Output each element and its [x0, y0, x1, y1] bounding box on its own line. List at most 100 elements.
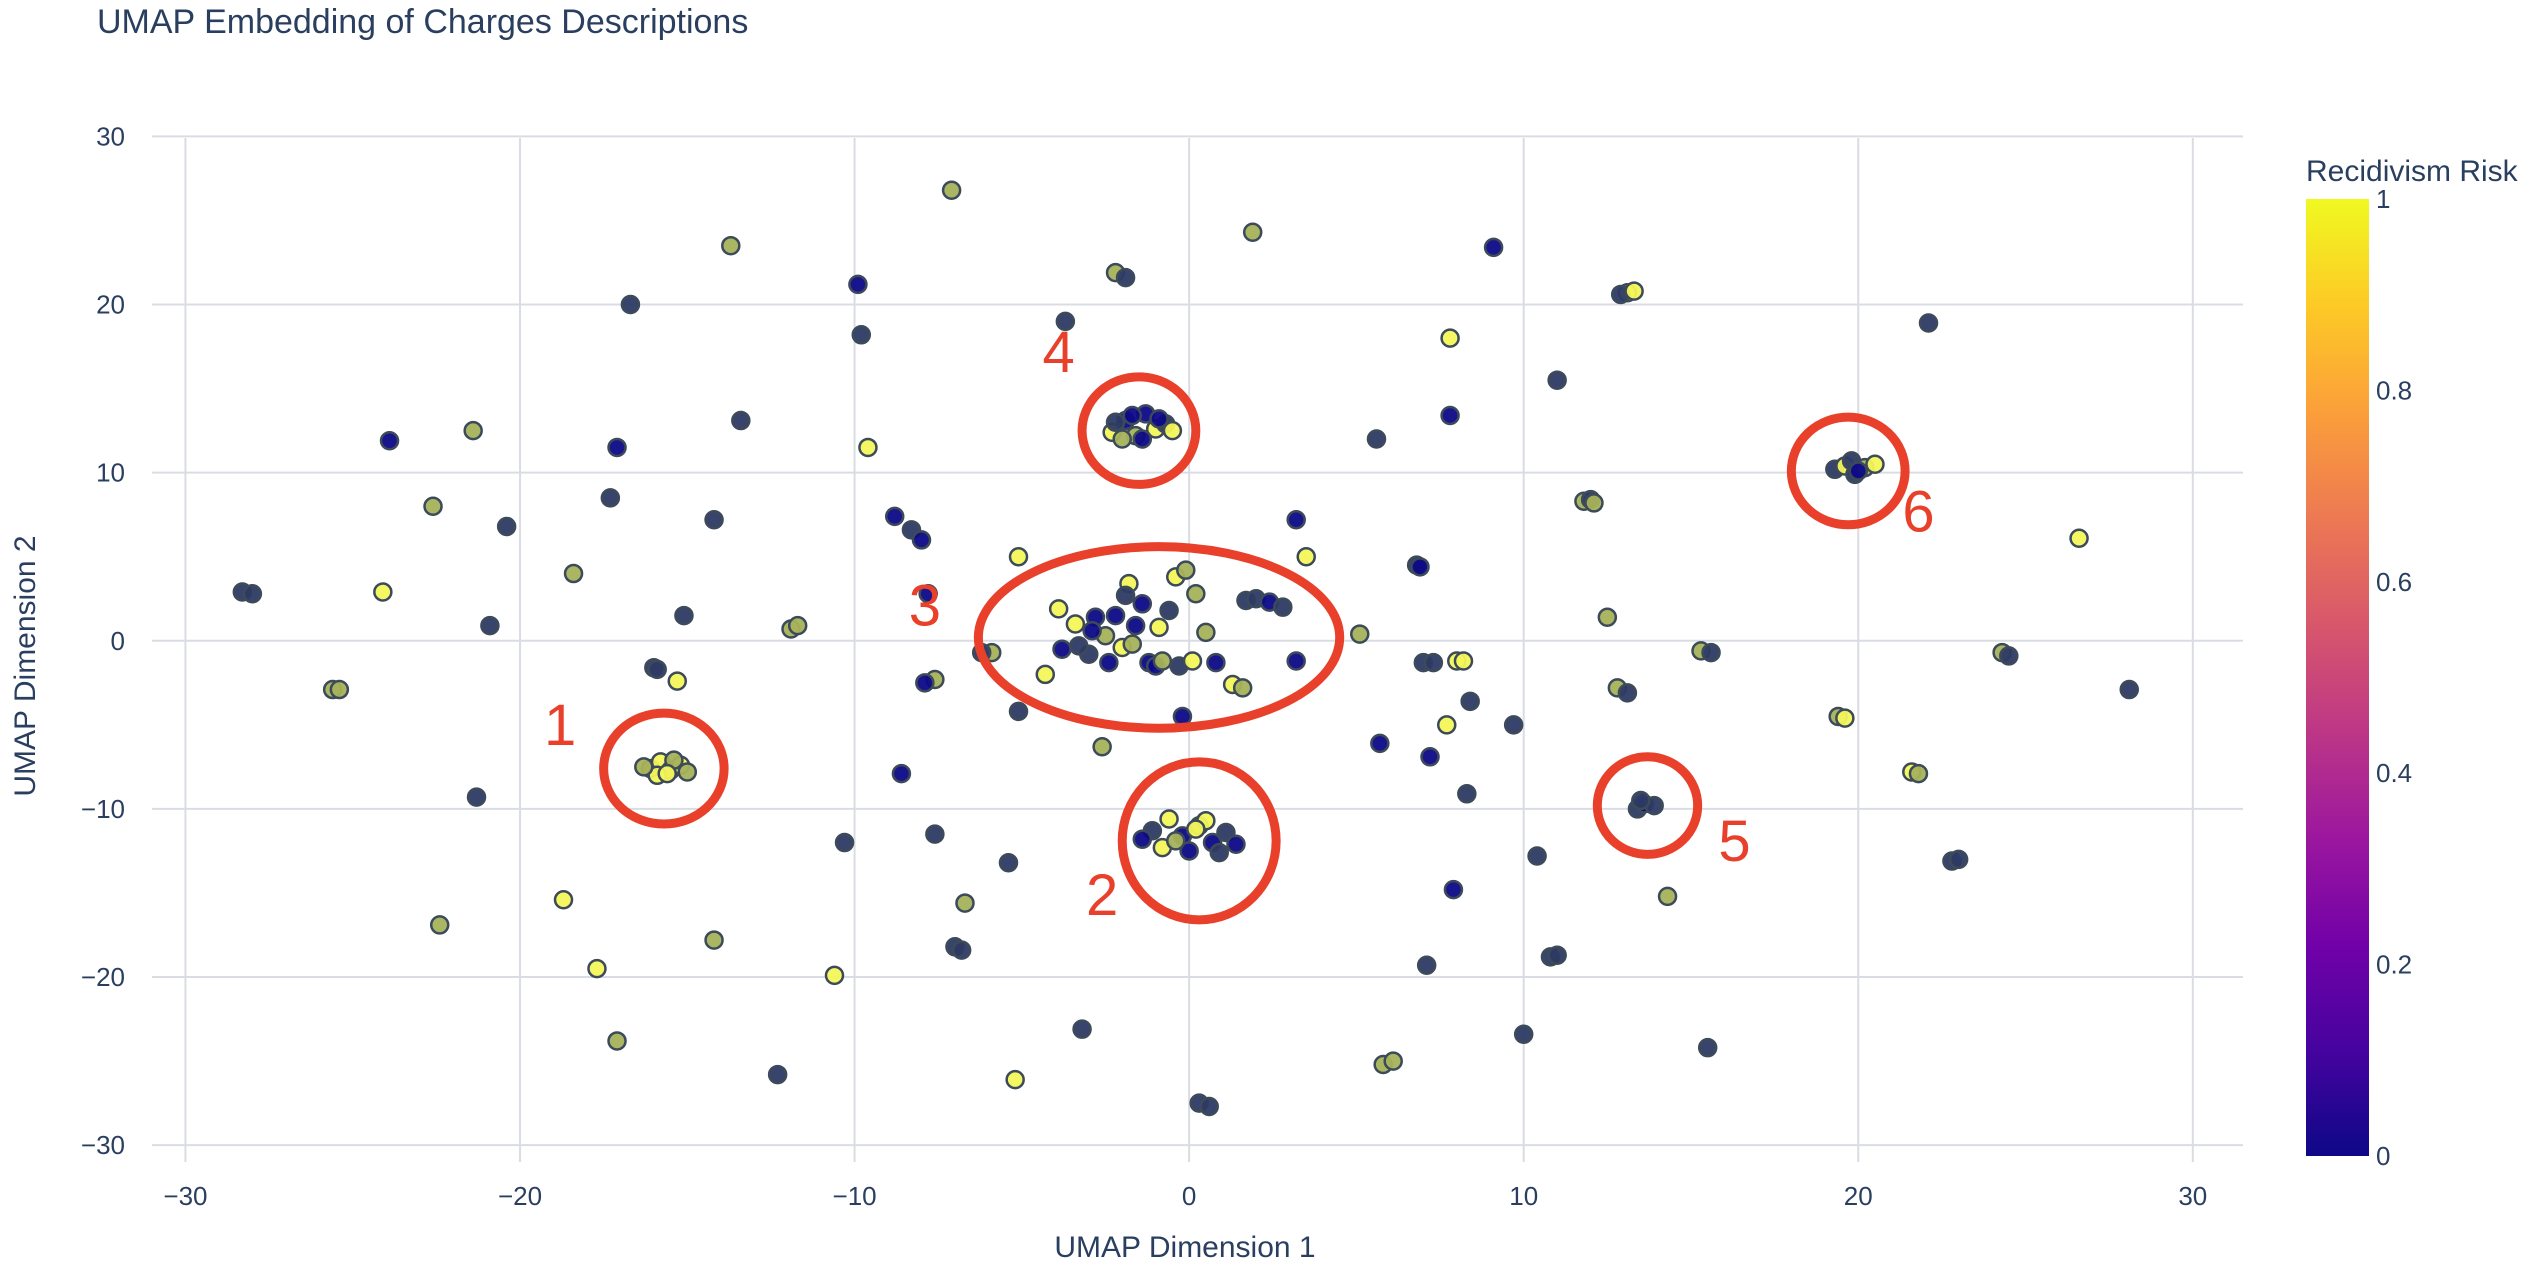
y-tick-label: 0	[111, 626, 125, 656]
scatter-point	[1835, 708, 1855, 728]
scatter-point	[1082, 620, 1102, 641]
scatter-point	[848, 274, 868, 295]
scatter-point	[607, 437, 627, 458]
scatter-point	[704, 930, 724, 950]
scatter-point	[998, 852, 1019, 873]
scatter-point	[379, 430, 400, 451]
scatter-point	[667, 671, 688, 691]
scatter-point	[1048, 599, 1069, 619]
colorbar-tick-label: 0.4	[2376, 758, 2412, 788]
scatter-point	[1055, 311, 1076, 332]
cluster-annotation-label: 6	[1902, 480, 1934, 545]
scatter-point	[1052, 639, 1072, 659]
scatter-point	[1436, 715, 1457, 735]
scatter-point	[1453, 651, 1474, 671]
scatter-point	[2069, 528, 2089, 548]
cluster-annotation-ellipse	[1786, 412, 1910, 530]
scatter-point	[918, 583, 938, 604]
cluster-annotation-ellipse	[1592, 752, 1703, 859]
scatter-point	[1172, 706, 1193, 727]
scatter-point	[600, 488, 621, 508]
scatter-point	[1350, 624, 1370, 644]
scatter-point	[1186, 583, 1206, 604]
scatter-point	[767, 1064, 788, 1085]
y-tick-label: −10	[81, 794, 125, 824]
scatter-point	[1068, 636, 1089, 656]
scatter-point	[466, 787, 487, 807]
y-tick-label: −20	[81, 962, 125, 992]
scatter-point	[1918, 313, 1939, 333]
scatter-point	[1366, 429, 1387, 449]
scatter-point	[1099, 652, 1119, 673]
scatter-point	[1296, 546, 1316, 567]
scatter-point	[824, 965, 845, 986]
scatter-point	[496, 516, 517, 537]
scatter-point	[1457, 784, 1477, 804]
scatter-point	[1226, 834, 1246, 854]
scatter-point	[1092, 736, 1112, 757]
scatter-point	[1597, 607, 1618, 628]
axes: −30 −20 −10 0 10 20 30 −30 −20 −10 0 10 20 30	[81, 121, 2207, 1211]
scatter-point	[620, 294, 641, 315]
scatter-point	[1440, 328, 1460, 348]
scatter-point	[1697, 1037, 1718, 1058]
scatter-point	[951, 940, 972, 960]
colorbar-ticks: 0 0.2 0.4 0.6 0.8 1	[2376, 184, 2412, 1171]
scatter-point	[1420, 747, 1440, 767]
gridlines	[152, 135, 2243, 1162]
scatter-point	[1065, 614, 1086, 634]
scatter-point	[1186, 819, 1206, 839]
cluster-annotation-label: 1	[544, 693, 576, 758]
scatter-point	[1232, 678, 1253, 698]
scatter-point	[1035, 664, 1056, 685]
scatter-point	[1701, 642, 1721, 663]
scatter-point	[1005, 1069, 1025, 1090]
cluster-annotation-label: 2	[1086, 863, 1118, 928]
scatter-point	[1286, 651, 1306, 671]
cluster-annotation-label: 4	[1043, 320, 1075, 385]
scatter-point	[884, 506, 905, 527]
scatter-point	[1149, 409, 1169, 429]
cluster-annotation-ellipse	[1117, 757, 1281, 925]
scatter-point	[480, 615, 500, 636]
scatter-point	[1624, 281, 1644, 301]
scatter-point	[915, 673, 935, 693]
scatter-point	[1286, 509, 1306, 530]
scatter-point	[1370, 733, 1390, 754]
scatter-point	[1383, 1051, 1403, 1071]
scatter-point	[1547, 945, 1567, 965]
scatter-point	[1159, 600, 1179, 621]
scatter-point	[1423, 652, 1444, 673]
scatter-point	[1410, 557, 1430, 577]
y-tick-label: −30	[81, 1130, 125, 1160]
cluster-annotations: 1 2 3 4 5 6	[544, 320, 1935, 928]
scatter-point	[463, 420, 483, 441]
scatter-point	[553, 889, 574, 910]
scatter-point	[1132, 429, 1153, 449]
scatter-point	[1122, 634, 1143, 654]
scatter-point	[731, 410, 751, 431]
scatter-point	[1206, 652, 1226, 673]
scatter-point	[329, 679, 350, 700]
cluster-annotation-label: 3	[909, 574, 941, 639]
scatter-point	[242, 583, 263, 604]
scatter-point	[429, 915, 450, 935]
scatter-point	[657, 763, 677, 784]
scatter-point	[1865, 454, 1885, 475]
scatter-point	[563, 563, 584, 584]
scatter-point	[1159, 809, 1179, 829]
scatter-point	[647, 659, 667, 680]
colorbar-tick-label: 1	[2376, 184, 2390, 214]
x-tick-label: −30	[163, 1181, 207, 1211]
scatter-point	[1008, 701, 1029, 722]
x-axis-label: UMAP Dimension 1	[1054, 1231, 1315, 1264]
scatter-point	[1848, 461, 1869, 481]
scatter-point	[704, 509, 724, 530]
x-tick-label: −20	[498, 1181, 542, 1211]
scatter-point	[1115, 585, 1136, 606]
scatter-point	[1547, 370, 1567, 390]
scatter-point	[423, 496, 443, 517]
scatter-point	[677, 762, 698, 782]
scatter-point	[1999, 646, 2019, 666]
